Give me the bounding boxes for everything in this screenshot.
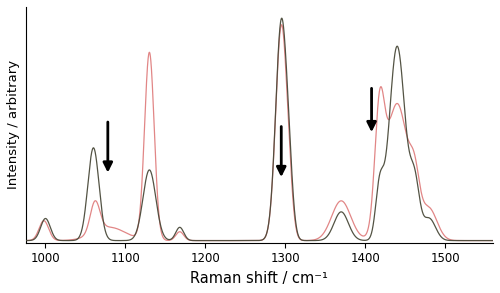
X-axis label: Raman shift / cm⁻¹: Raman shift / cm⁻¹ — [190, 271, 328, 286]
Y-axis label: Intensity / arbitrary: Intensity / arbitrary — [7, 60, 20, 189]
